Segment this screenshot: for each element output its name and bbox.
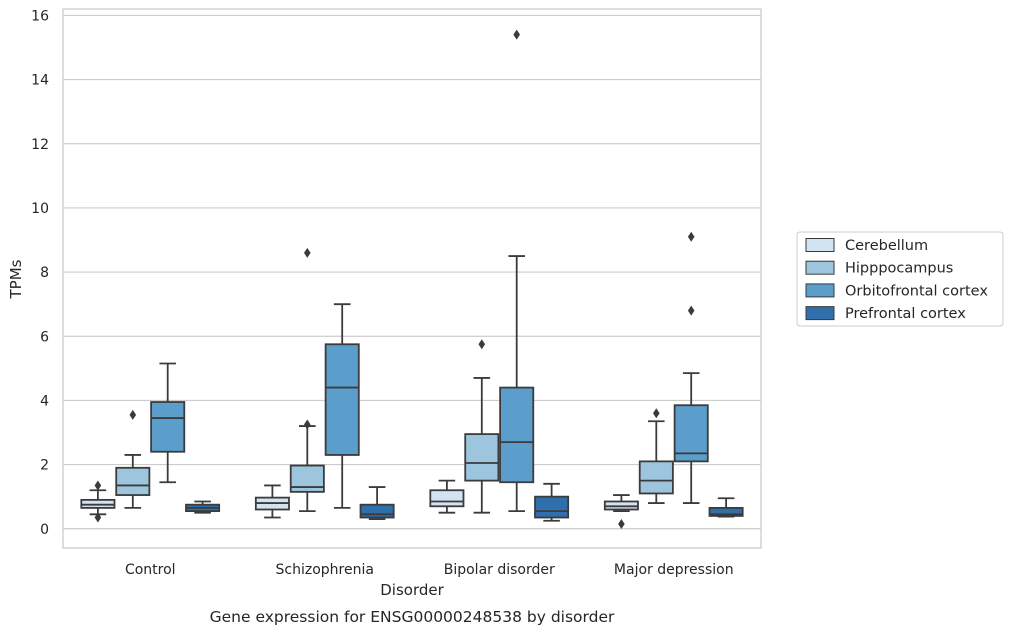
legend-swatch-orbitofrontal-cortex — [805, 283, 835, 298]
x-tick-label-bipolar-disorder: Bipolar disorder — [444, 562, 555, 578]
outlier-major-depression-cerebellum-0 — [618, 518, 625, 529]
outlier-bipolar-disorder-hipppocampus-0 — [478, 339, 486, 350]
box-group-bipolar-disorder-orbitofrontal-cortex — [499, 29, 535, 513]
box-group-control-cerebellum — [80, 480, 116, 523]
chart-caption: Gene expression for ENSG00000248538 by d… — [210, 608, 615, 626]
box-bipolar-disorder-prefrontal-cortex — [534, 495, 570, 519]
legend-label-cerebellum: Cerebellum — [845, 238, 928, 254]
gridlines — [63, 14, 761, 530]
box-schizophrenia-prefrontal-cortex — [359, 503, 395, 519]
box-group-control-hipppocampus — [115, 409, 151, 509]
box-group-schizophrenia-orbitofrontal-cortex — [324, 303, 360, 509]
legend: Cerebellum Hipppocampus Orbitofrontal cort… — [796, 231, 1004, 327]
boxes — [80, 29, 744, 529]
plot-area-border — [62, 8, 762, 549]
x-axis-title: Disorder — [380, 581, 444, 599]
box-group-major-depression-orbitofrontal-cortex — [673, 231, 709, 504]
outlier-schizophrenia-hipppocampus-0 — [304, 419, 311, 430]
legend-swatch-cerebellum — [805, 238, 835, 252]
box-group-control-prefrontal-cortex — [185, 500, 221, 514]
box-schizophrenia-orbitofrontal-cortex — [324, 343, 360, 456]
box-major-depression-orbitofrontal-cortex — [673, 404, 709, 463]
legend-frame — [796, 231, 1004, 327]
y-tick-label-12: 12 — [31, 137, 49, 153]
box-group-bipolar-disorder-hipppocampus — [464, 339, 500, 514]
legend-swatch-hipppocampus — [805, 260, 835, 275]
box-bipolar-disorder-orbitofrontal-cortex — [499, 386, 535, 484]
x-tick-labels: Control Schizophrenia Bipolar disorder Majo… — [125, 562, 734, 578]
outlier-major-depression-orbitofrontal-cortex-0 — [687, 305, 695, 316]
legend-label-hipppocampus: Hipppocampus — [845, 261, 953, 277]
x-tick-label-control: Control — [125, 562, 176, 578]
x-tick-label-major-depression: Major depression — [614, 562, 734, 578]
box-group-major-depression-prefrontal-cortex — [708, 497, 744, 518]
outlier-major-depression-orbitofrontal-cortex-1 — [687, 231, 695, 242]
box-group-schizophrenia-prefrontal-cortex — [359, 486, 395, 521]
box-control-hipppocampus — [115, 466, 151, 496]
box-group-control-orbitofrontal-cortex — [150, 362, 186, 484]
box-group-schizophrenia-hipppocampus — [289, 247, 325, 513]
box-group-major-depression-cerebellum — [603, 494, 639, 529]
outlier-bipolar-disorder-orbitofrontal-cortex-0 — [513, 29, 520, 40]
legend-label-orbitofrontal-cortex: Orbitofrontal cortex — [845, 283, 988, 299]
box-group-schizophrenia-cerebellum — [254, 484, 290, 519]
outlier-major-depression-hipppocampus-0 — [653, 408, 660, 419]
y-axis-title: TPMs — [7, 259, 25, 299]
y-tick-label-14: 14 — [31, 73, 49, 89]
y-tick-label-8: 8 — [40, 265, 49, 281]
y-tick-label-6: 6 — [40, 329, 49, 345]
y-tick-label-4: 4 — [40, 393, 49, 409]
box-group-bipolar-disorder-prefrontal-cortex — [534, 482, 570, 522]
y-tick-label-10: 10 — [31, 201, 49, 217]
box-bipolar-disorder-hipppocampus — [464, 433, 500, 482]
outlier-control-cerebellum-1 — [94, 480, 102, 491]
y-tick-label-2: 2 — [40, 458, 49, 474]
box-major-depression-prefrontal-cortex — [708, 506, 744, 517]
box-bipolar-disorder-cerebellum — [429, 489, 465, 508]
y-tick-label-0: 0 — [40, 522, 49, 538]
x-tick-label-schizophrenia: Schizophrenia — [276, 562, 374, 578]
legend-swatch-prefrontal-cortex — [805, 306, 835, 321]
box-group-major-depression-hipppocampus — [638, 408, 674, 504]
box-control-orbitofrontal-cortex — [150, 401, 186, 453]
box-group-bipolar-disorder-cerebellum — [429, 479, 465, 514]
outlier-control-cerebellum-0 — [94, 512, 102, 523]
legend-label-prefrontal-cortex: Prefrontal cortex — [845, 306, 966, 322]
box-major-depression-hipppocampus — [638, 460, 674, 495]
y-tick-labels: 0 2 4 6 8 10 12 14 16 — [31, 8, 49, 537]
outlier-control-hipppocampus-0 — [129, 409, 137, 420]
y-tick-label-16: 16 — [31, 8, 49, 24]
outlier-schizophrenia-hipppocampus-1 — [304, 247, 311, 258]
